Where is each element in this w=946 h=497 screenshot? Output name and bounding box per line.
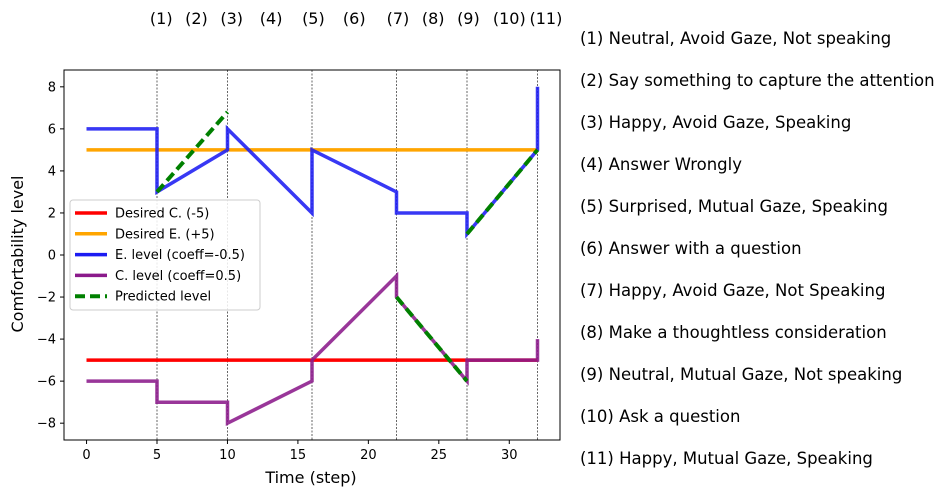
x-tick-label: 15 (290, 448, 307, 463)
annotation-6: (6) Answer with a question (580, 239, 802, 258)
annotation-1: (1) Neutral, Avoid Gaze, Not speaking (580, 29, 892, 48)
annotation-2: (2) Say something to capture the attenti… (580, 71, 935, 90)
legend-label: C. level (coeff=0.5) (115, 269, 241, 284)
event-label: (1) (150, 9, 173, 28)
y-tick-label: −4 (37, 333, 56, 348)
legend-label: Desired E. (+5) (115, 227, 215, 242)
annotation-7: (7) Happy, Avoid Gaze, Not Speaking (580, 281, 886, 300)
y-axis-title: Comfortability level (8, 176, 27, 333)
x-tick-label: 0 (82, 448, 90, 463)
y-tick-label: −6 (37, 375, 56, 390)
predicted-level-line (465, 148, 540, 236)
annotation-10: (10) Ask a question (580, 407, 741, 426)
annotation-4: (4) Answer Wrongly (580, 155, 743, 174)
predicted-level-line (394, 295, 469, 383)
event-label: (3) (220, 9, 243, 28)
y-tick-label: 8 (48, 80, 56, 95)
chart: (1) (2) (3) (4) (5) (6) (7) (8) (9) (10) (11) 0 5 10 1… (8, 9, 562, 487)
event-label: (11) (529, 9, 562, 28)
y-tick-label: 0 (48, 249, 56, 264)
event-label: (8) (422, 9, 445, 28)
annotation-3: (3) Happy, Avoid Gaze, Speaking (580, 113, 852, 132)
event-label: (2) (185, 9, 208, 28)
annotation-8: (8) Make a thoughtless consideration (580, 323, 887, 342)
x-tick-label: 10 (219, 448, 236, 463)
legend-label: Predicted level (115, 290, 211, 305)
x-tick-label: 25 (431, 448, 448, 463)
event-label: (6) (343, 9, 366, 28)
annotation-9: (9) Neutral, Mutual Gaze, Not speaking (580, 365, 903, 384)
x-axis-title: Time (step) (264, 468, 356, 487)
y-tick-label: 2 (48, 206, 56, 221)
y-tick-label: −2 (37, 291, 56, 306)
y-tick-label: −8 (37, 417, 56, 432)
event-label: (9) (457, 9, 480, 28)
x-tick-label: 30 (501, 448, 518, 463)
c-level-coeff-0-5-line (86, 271, 540, 427)
event-label: (7) (387, 9, 410, 28)
legend-label: Desired C. (-5) (115, 207, 209, 222)
event-label: (4) (260, 9, 283, 28)
legend-box (69, 199, 261, 311)
annotation-11: (11) Happy, Mutual Gaze, Speaking (580, 449, 873, 468)
y-tick-label: 4 (48, 164, 56, 179)
x-tick-label: 5 (153, 448, 161, 463)
predicted-level-line (155, 110, 229, 194)
y-tick-label: 6 (48, 122, 56, 137)
legend-label: E. level (coeff=-0.5) (115, 248, 245, 263)
event-label: (5) (302, 9, 325, 28)
event-annotation-list: (1) Neutral, Avoid Gaze, Not speaking (2… (580, 27, 946, 489)
x-tick-label: 20 (360, 448, 377, 463)
annotation-5: (5) Surprised, Mutual Gaze, Speaking (580, 197, 888, 216)
event-label: (10) (493, 9, 526, 28)
